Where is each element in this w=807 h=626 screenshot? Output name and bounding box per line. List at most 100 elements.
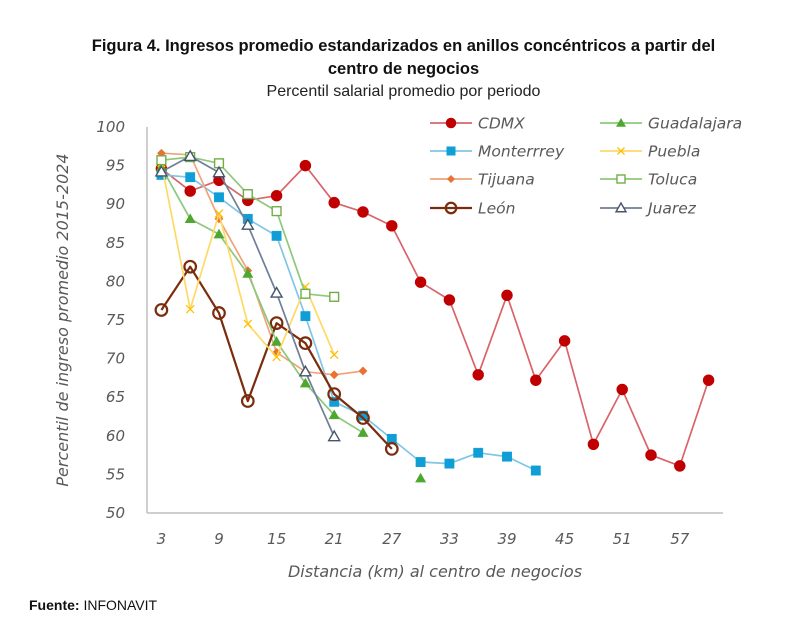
- data-point-tijuana: [214, 214, 224, 224]
- data-point-cdmx: [558, 335, 571, 347]
- legend-item-puebla: Puebla: [600, 143, 700, 161]
- data-point-puebla: [272, 352, 281, 362]
- legend-item-juarez: Juarez: [600, 200, 697, 218]
- y-tick-label: 100: [96, 118, 125, 136]
- data-point-monterrrey: [473, 447, 484, 458]
- y-axis-label: Percentil de ingreso promedio 2015-2024: [53, 153, 72, 486]
- series-line-leon: [160, 265, 393, 450]
- data-point-leon: [327, 387, 342, 401]
- y-tick-label: 85: [106, 234, 125, 252]
- data-point-monterrrey: [185, 172, 196, 183]
- data-point-monterrrey: [415, 457, 426, 467]
- chart-title: Figura 4. Ingresos promedio estandarizad…: [91, 37, 716, 55]
- data-point-toluca: [271, 206, 282, 217]
- legend-item-monterrrey: Monterrrey: [430, 143, 565, 161]
- data-point-juarez: [298, 364, 313, 377]
- data-point-juarez: [154, 164, 169, 177]
- series-juarez: [154, 149, 341, 442]
- series-line-tijuana: [161, 152, 364, 376]
- series-line-guadalajara: [160, 166, 364, 434]
- series-monterrrey: [156, 169, 541, 476]
- x-tick-label: 27: [382, 530, 402, 548]
- data-point-leon: [183, 259, 198, 274]
- data-point-juarez: [241, 218, 255, 230]
- x-tick-label: 21: [325, 530, 344, 548]
- data-point-puebla: [214, 209, 224, 218]
- data-point-puebla: [329, 350, 339, 360]
- y-tick-label: 65: [106, 388, 125, 406]
- data-point-toluca: [156, 155, 167, 166]
- data-point-cdmx: [386, 220, 398, 232]
- data-point-puebla: [185, 304, 195, 314]
- x-tick-label: 51: [613, 530, 632, 548]
- x-tick-label: 39: [497, 530, 516, 548]
- x-tick-label: 45: [555, 530, 574, 548]
- data-point-guadalajara: [213, 228, 225, 239]
- data-point-cdmx: [674, 460, 686, 472]
- data-point-cdmx: [270, 189, 283, 202]
- legend-label: CDMX: [478, 115, 525, 133]
- data-point-tijuana: [329, 370, 339, 380]
- legend-marker-cdmx: [445, 117, 457, 129]
- data-point-leon: [212, 306, 226, 320]
- series-guadalajara: [155, 161, 427, 483]
- data-point-toluca: [329, 291, 340, 302]
- data-point-monterrrey: [300, 311, 311, 322]
- data-point-leon: [154, 303, 169, 317]
- x-tick-label: 9: [214, 530, 224, 548]
- x-axis-label: Distancia (km) al centro de negocios: [288, 562, 582, 581]
- data-point-monterrrey: [271, 230, 282, 241]
- legend-marker-puebla: [617, 147, 625, 155]
- legend-marker-leon: [444, 201, 458, 215]
- series-line-cdmx: [160, 164, 710, 467]
- y-tick-label: 80: [106, 272, 125, 290]
- data-point-cdmx: [328, 196, 340, 209]
- data-point-guadalajara: [299, 377, 311, 388]
- legend-item-cdmx: CDMX: [430, 115, 525, 133]
- legend-marker-monterrrey: [446, 146, 456, 156]
- data-point-monterrrey: [444, 458, 455, 469]
- y-tick-label: 60: [106, 427, 125, 445]
- legend-item-tijuana: Tijuana: [430, 171, 535, 189]
- legend-item-toluca: Toluca: [600, 171, 697, 189]
- y-tick-label: 70: [106, 350, 125, 368]
- data-point-juarez: [327, 429, 341, 442]
- data-point-leon: [356, 411, 370, 425]
- data-point-cdmx: [501, 289, 513, 302]
- legend-label: León: [478, 200, 515, 218]
- x-tick-label: 33: [440, 530, 459, 548]
- data-point-tijuana: [358, 366, 368, 376]
- data-point-guadalajara: [184, 213, 196, 223]
- data-point-monterrrey: [530, 465, 541, 476]
- data-point-guadalajara: [328, 409, 340, 420]
- data-point-guadalajara: [415, 472, 427, 483]
- data-point-monterrrey: [329, 396, 340, 407]
- chart-title-line2: centro de negocios: [327, 60, 480, 78]
- data-point-juarez: [183, 149, 197, 162]
- legend: CDMX Monterrrey Tijuana León Guadalajara Pueb…: [430, 115, 742, 218]
- data-point-leon: [298, 336, 313, 351]
- y-tick-label: 75: [106, 311, 125, 329]
- data-point-juarez: [212, 165, 226, 178]
- data-point-cdmx: [184, 185, 196, 197]
- legend-marker-guadalajara: [616, 118, 626, 127]
- source-label: Fuente:: [29, 597, 80, 613]
- legend-label: Guadalajara: [648, 115, 742, 133]
- y-tick-label: 55: [106, 465, 125, 483]
- legend-label: Puebla: [648, 143, 700, 161]
- series-leon: [154, 259, 399, 456]
- data-point-monterrrey: [502, 451, 512, 462]
- data-point-leon: [269, 316, 284, 330]
- legend-marker-tijuana: [447, 175, 455, 183]
- data-point-guadalajara: [357, 427, 369, 437]
- data-point-cdmx: [443, 294, 456, 306]
- series-tijuana: [157, 148, 368, 380]
- legend-label: Toluca: [648, 171, 697, 189]
- data-point-toluca: [242, 189, 253, 200]
- legend-label: Juarez: [645, 200, 697, 218]
- data-point-cdmx: [472, 369, 484, 381]
- data-point-cdmx: [645, 449, 657, 461]
- y-tick-label: 90: [106, 195, 125, 213]
- series-puebla: [157, 158, 339, 362]
